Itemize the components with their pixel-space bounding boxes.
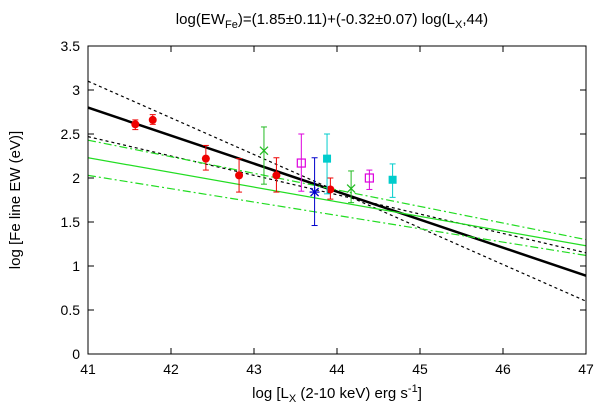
xlabel-sub: X	[289, 393, 297, 405]
marker-cross	[259, 146, 269, 156]
x-tick-label: 43	[246, 361, 262, 377]
chart-title: log(EWFe)=(1.85±0.11)+(-0.32±0.07) log(L…	[176, 11, 488, 31]
marker-circle	[131, 120, 140, 129]
fit-line-dashdot	[88, 139, 586, 241]
data-point-open-square	[364, 169, 374, 190]
y-tick-label: 3.5	[61, 38, 81, 54]
title-part-1: log(EW	[176, 11, 226, 28]
x-axis-label: log [LX (2-10 keV) erg s-1]	[252, 383, 422, 405]
data-point-filled-circle	[131, 119, 140, 131]
data-point-filled-square	[388, 163, 397, 198]
xlabel-part-1: log [L	[252, 385, 289, 402]
data-point-filled-circle	[148, 114, 157, 125]
y-axis-ticks: 0 0.5 1 1.5 2 2.5 3 3.5	[61, 38, 586, 362]
title-part-2: )=(1.85±0.11)+(-0.32±0.07) log(L	[238, 11, 455, 28]
marker-open-square	[296, 158, 306, 168]
data-point-filled-circle	[326, 177, 335, 200]
marker-cross	[346, 184, 356, 194]
data-point-open-square	[296, 133, 306, 192]
marker-circle	[235, 171, 244, 180]
y-tick-label: 3	[72, 82, 80, 98]
x-tick-label: 45	[412, 361, 428, 377]
data-point-filled-circle	[201, 144, 210, 171]
y-tick-label: 1.5	[61, 214, 81, 230]
y-tick-label: 0	[72, 346, 80, 362]
xlabel-sup: -1	[408, 383, 418, 395]
marker-circle	[272, 171, 281, 180]
x-tick-label: 46	[495, 361, 511, 377]
x-tick-label: 42	[163, 361, 179, 377]
title-part-subscript-x: X	[455, 19, 463, 31]
x-tick-label: 44	[329, 361, 345, 377]
marker-open-square	[364, 173, 374, 183]
fit-line-dashed	[88, 136, 586, 254]
data-point-filled-circle	[272, 157, 281, 193]
y-tick-label: 2.5	[61, 126, 81, 142]
x-tick-label: 41	[80, 361, 96, 377]
y-tick-label: 0.5	[61, 302, 81, 318]
fit-line-dashdot	[88, 174, 586, 257]
data-point-cross	[259, 126, 269, 185]
marker-circle	[148, 115, 157, 124]
xlabel-part-2: (2-10 keV) erg s	[296, 385, 408, 402]
marker-square	[323, 154, 332, 163]
y-axis-label: log [Fe line EW (eV)]	[7, 131, 24, 269]
data-point-filled-square	[323, 133, 332, 195]
x-tick-label: 47	[578, 361, 594, 377]
fit-lines	[88, 80, 586, 302]
x-axis-ticks: 41 42 43 44 45 46 47	[80, 46, 594, 377]
data-points	[131, 114, 397, 227]
y-tick-label: 1	[72, 258, 80, 274]
marker-circle	[201, 154, 210, 163]
fit-line-solid	[88, 157, 586, 247]
data-point-cross	[346, 170, 356, 204]
marker-square	[388, 175, 397, 184]
xlabel-part-3: ]	[418, 385, 422, 402]
fit-line-dashed	[88, 80, 586, 302]
title-part-3: ,44)	[462, 11, 488, 28]
data-point-filled-circle	[235, 158, 244, 193]
title-part-subscript: Fe	[225, 19, 238, 31]
y-tick-label: 2	[72, 170, 80, 186]
plot-frame	[87, 45, 587, 355]
marker-circle	[326, 185, 335, 194]
data-point-asterisk	[309, 157, 320, 227]
